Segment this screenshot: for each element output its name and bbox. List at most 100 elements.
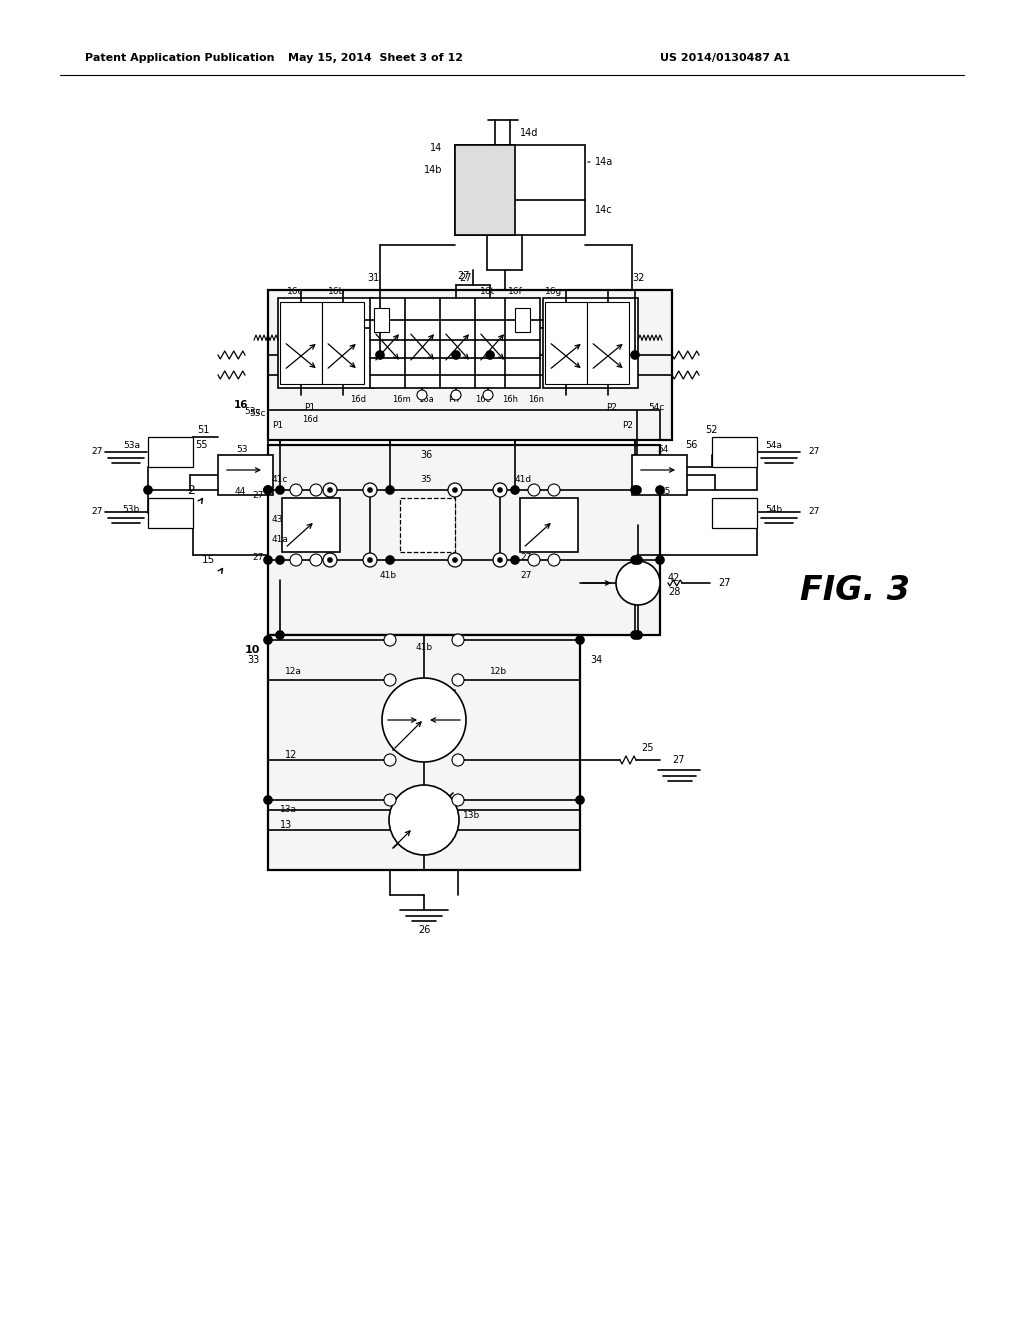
Text: 12a: 12a xyxy=(285,668,302,676)
Circle shape xyxy=(276,631,284,639)
Circle shape xyxy=(384,795,396,807)
Text: P1: P1 xyxy=(272,421,283,429)
Circle shape xyxy=(384,634,396,645)
Circle shape xyxy=(493,483,507,498)
Text: 27: 27 xyxy=(458,271,470,281)
Circle shape xyxy=(362,553,377,568)
Text: 27: 27 xyxy=(520,553,531,562)
Text: 41d: 41d xyxy=(515,475,532,484)
Circle shape xyxy=(382,678,466,762)
Text: 44: 44 xyxy=(234,487,246,496)
Text: 41b: 41b xyxy=(380,570,396,579)
Circle shape xyxy=(323,483,337,498)
Bar xyxy=(268,445,660,635)
Circle shape xyxy=(511,556,519,564)
Circle shape xyxy=(486,351,494,359)
Circle shape xyxy=(451,389,461,400)
Text: 53b: 53b xyxy=(123,506,140,515)
Circle shape xyxy=(616,561,660,605)
Bar xyxy=(515,308,530,333)
Text: 2: 2 xyxy=(187,483,195,496)
Text: 16h: 16h xyxy=(502,396,518,404)
Text: 12b: 12b xyxy=(490,668,507,676)
Circle shape xyxy=(528,484,540,496)
Bar xyxy=(455,145,515,235)
Text: 27: 27 xyxy=(460,273,472,282)
Circle shape xyxy=(483,389,493,400)
Text: 27: 27 xyxy=(91,507,103,516)
Bar xyxy=(632,455,687,495)
Circle shape xyxy=(631,351,639,359)
Circle shape xyxy=(498,488,502,492)
Text: 12: 12 xyxy=(285,750,297,760)
Text: 27: 27 xyxy=(672,755,684,766)
Text: 54c: 54c xyxy=(648,404,665,412)
Circle shape xyxy=(386,486,394,494)
Text: FIG. 3: FIG. 3 xyxy=(800,573,910,606)
Circle shape xyxy=(633,486,641,494)
Text: 27: 27 xyxy=(253,553,264,562)
Text: 52: 52 xyxy=(705,425,718,436)
Circle shape xyxy=(575,796,584,804)
Text: 16g: 16g xyxy=(545,286,562,296)
Circle shape xyxy=(368,488,372,492)
Text: 27: 27 xyxy=(808,447,819,457)
Text: 16f: 16f xyxy=(508,286,522,296)
Bar xyxy=(712,498,757,528)
Circle shape xyxy=(453,558,457,562)
Circle shape xyxy=(548,484,560,496)
Circle shape xyxy=(310,484,322,496)
Circle shape xyxy=(290,554,302,566)
Bar xyxy=(587,302,629,384)
Text: 53: 53 xyxy=(237,446,248,454)
Text: 31: 31 xyxy=(368,273,380,282)
Text: 15: 15 xyxy=(202,554,215,565)
Circle shape xyxy=(368,558,372,562)
Text: 26: 26 xyxy=(418,925,430,935)
Bar xyxy=(282,498,340,552)
Circle shape xyxy=(493,553,507,568)
Circle shape xyxy=(376,351,384,359)
Text: 51: 51 xyxy=(198,425,210,436)
Text: 34: 34 xyxy=(590,655,602,665)
Circle shape xyxy=(264,556,272,564)
Circle shape xyxy=(384,675,396,686)
Text: 25: 25 xyxy=(642,743,654,752)
Text: 54b: 54b xyxy=(765,506,782,515)
Text: May 15, 2014  Sheet 3 of 12: May 15, 2014 Sheet 3 of 12 xyxy=(288,53,463,63)
Circle shape xyxy=(386,556,394,564)
Bar xyxy=(520,498,578,552)
Circle shape xyxy=(328,488,332,492)
Text: 45: 45 xyxy=(659,487,671,496)
Circle shape xyxy=(452,634,464,645)
Text: 16n: 16n xyxy=(528,396,544,404)
Circle shape xyxy=(634,556,642,564)
Circle shape xyxy=(631,556,639,564)
Text: 27: 27 xyxy=(718,578,730,587)
Text: 41c: 41c xyxy=(272,475,289,484)
Text: 41b: 41b xyxy=(416,644,432,652)
Bar xyxy=(218,455,273,495)
Text: 16: 16 xyxy=(233,400,248,411)
Bar xyxy=(374,308,389,333)
Text: 43: 43 xyxy=(272,516,284,524)
Circle shape xyxy=(631,486,639,494)
Bar xyxy=(280,302,322,384)
Circle shape xyxy=(449,553,462,568)
Text: P2: P2 xyxy=(622,421,633,429)
Text: 14a: 14a xyxy=(595,157,613,168)
Circle shape xyxy=(290,484,302,496)
Bar xyxy=(712,437,757,467)
Bar xyxy=(268,635,580,870)
Text: 14: 14 xyxy=(430,143,442,153)
Text: 16d: 16d xyxy=(350,396,366,404)
Circle shape xyxy=(656,486,664,494)
Text: 54a: 54a xyxy=(765,441,782,450)
Circle shape xyxy=(452,675,464,686)
Text: 13: 13 xyxy=(280,820,292,830)
Circle shape xyxy=(511,486,519,494)
Bar xyxy=(278,298,373,388)
Text: 13b: 13b xyxy=(463,810,480,820)
Bar xyxy=(455,145,585,235)
Bar xyxy=(322,302,364,384)
